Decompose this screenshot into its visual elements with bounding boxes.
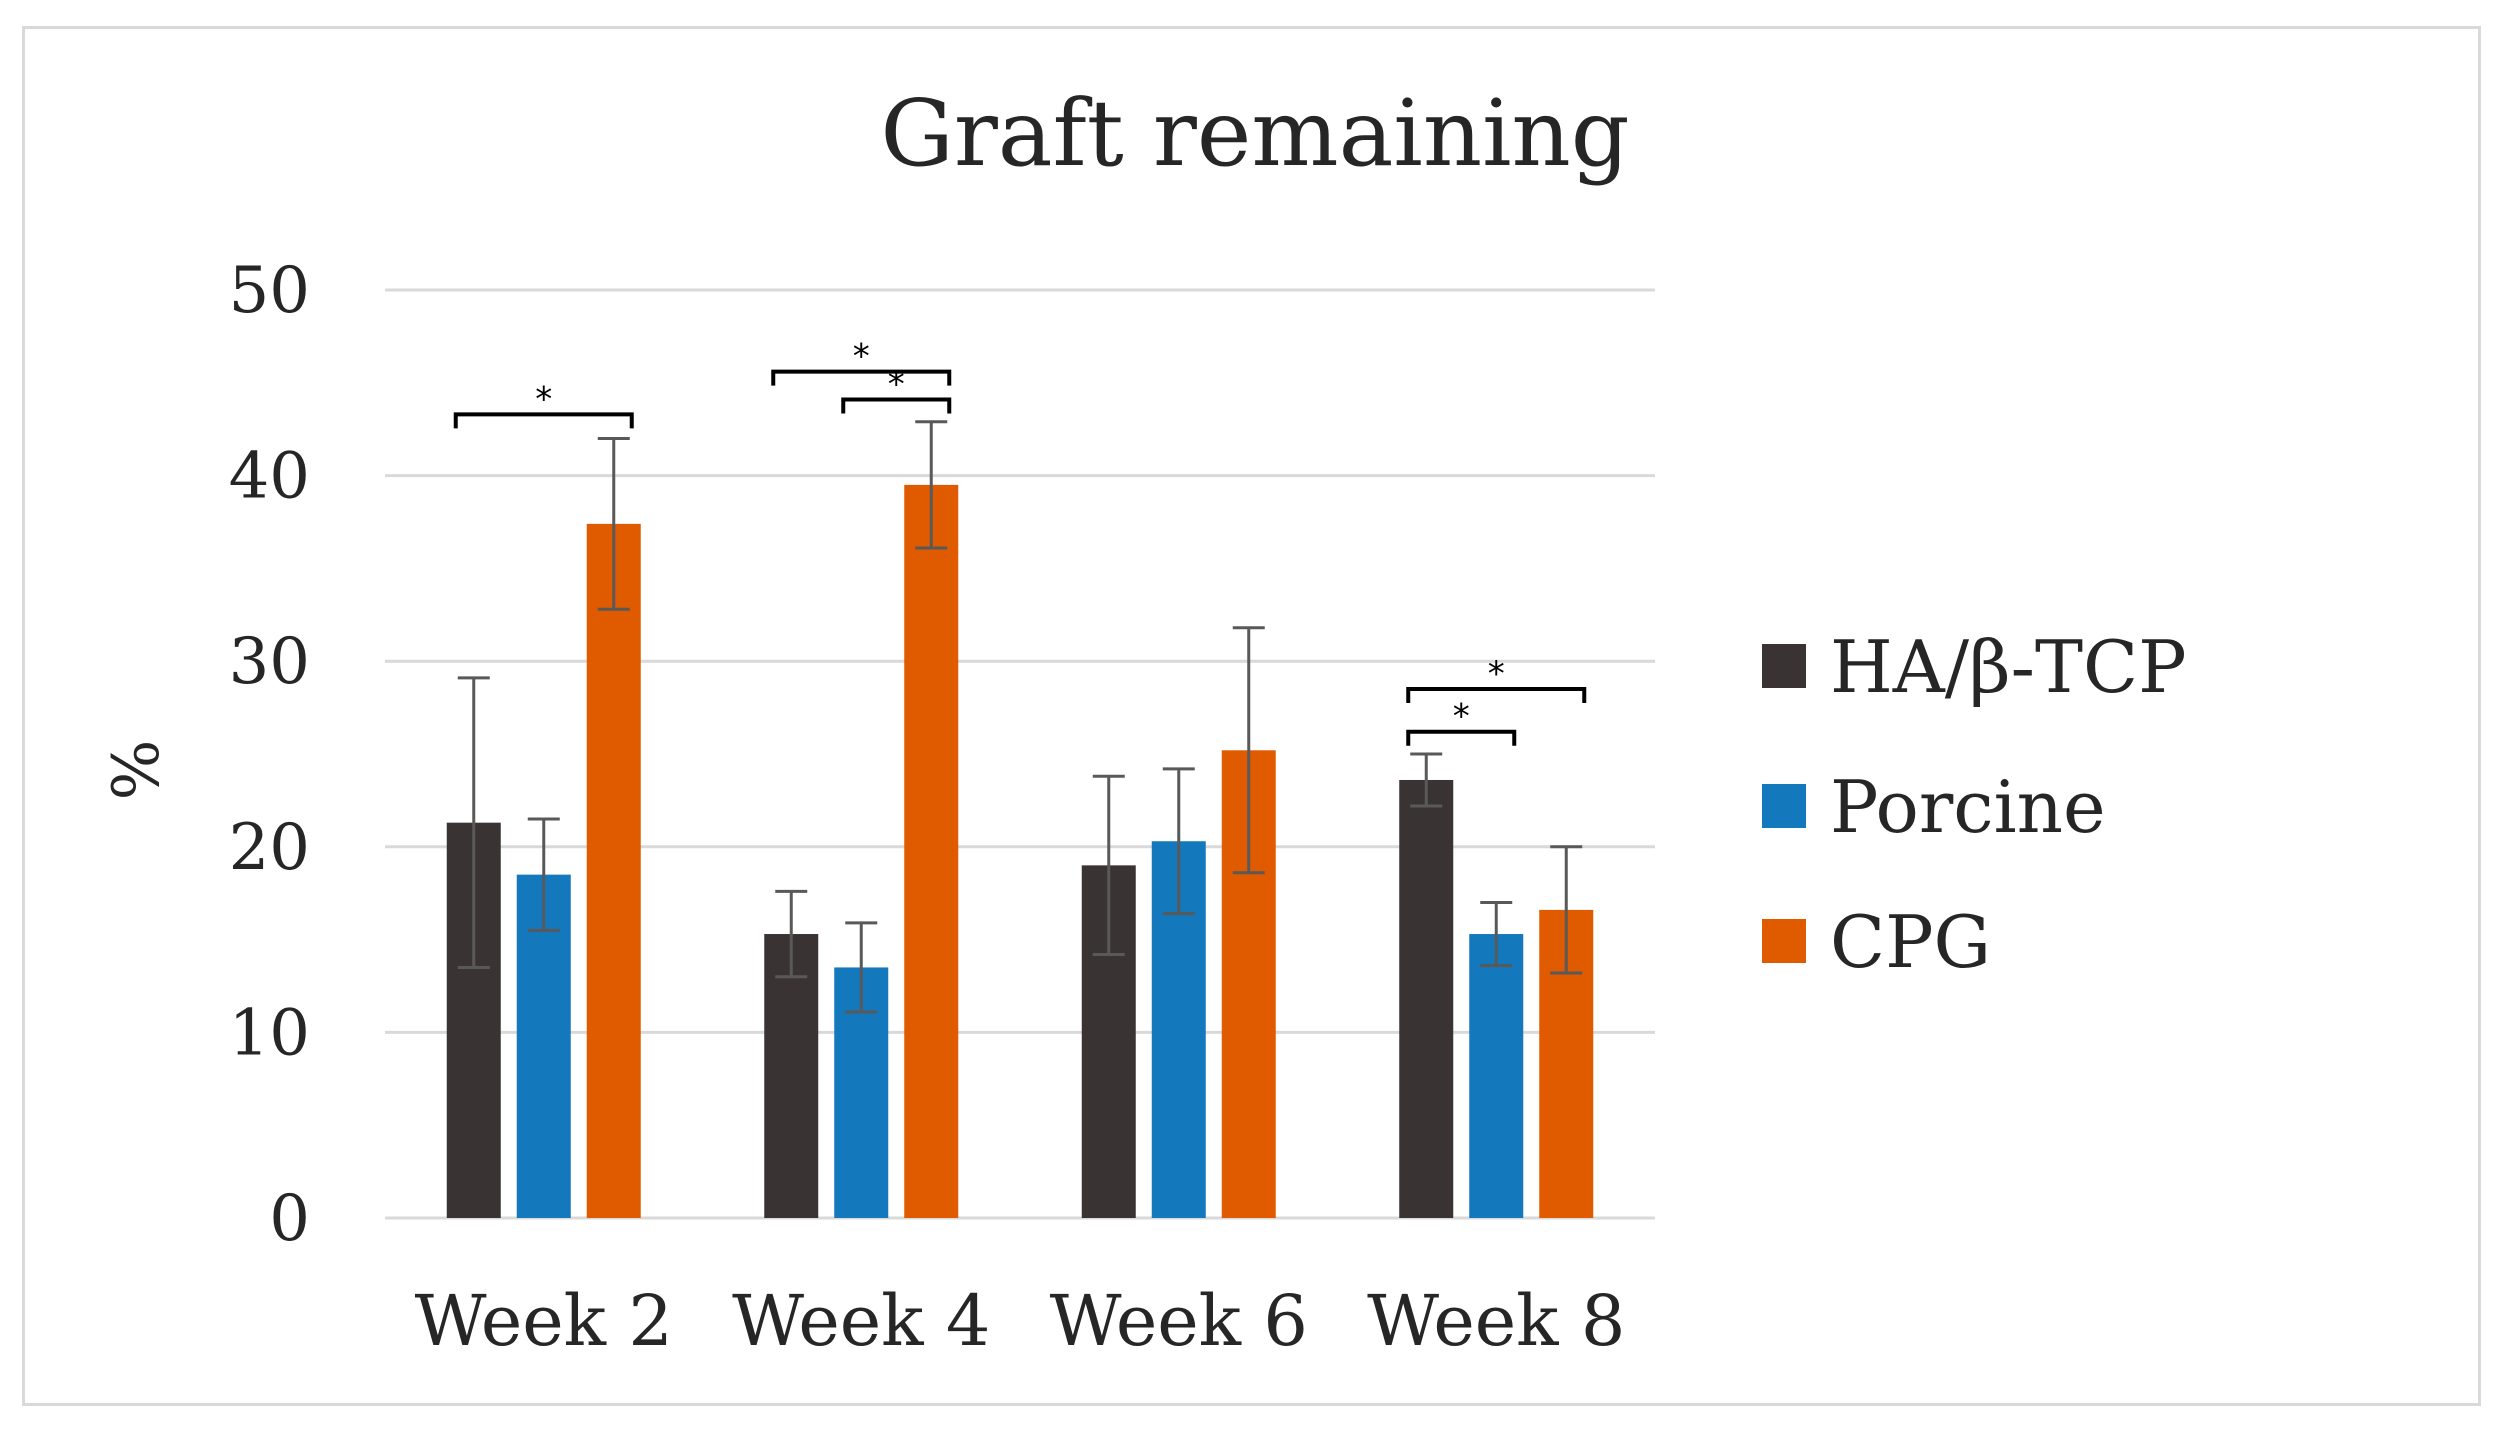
x-tick-label: Week 8 — [1367, 1280, 1625, 1362]
bar — [586, 523, 641, 1218]
legend-swatch — [1762, 784, 1806, 828]
significance-star: * — [1488, 654, 1505, 694]
y-tick-label: 50 — [229, 254, 310, 328]
significance-markers: * * * * * — [453, 337, 1587, 746]
significance-bracket — [1406, 729, 1517, 746]
x-tick-labels: Week 2 Week 4 Week 6 Week 8 — [415, 1280, 1626, 1362]
legend-label: HA/β-TCP — [1830, 625, 2187, 709]
chart-title: Graft remaining — [880, 80, 1629, 187]
legend-swatch — [1762, 919, 1806, 963]
bar — [1399, 779, 1454, 1218]
y-tick-label: 10 — [229, 996, 310, 1070]
x-tick-label: Week 2 — [415, 1280, 673, 1362]
significance-bracket — [771, 369, 952, 386]
significance-star: * — [1453, 697, 1470, 737]
significance-bracket — [453, 412, 634, 429]
y-axis-label: % — [100, 740, 174, 801]
gridlines — [385, 288, 1655, 1220]
significance-bracket — [841, 397, 952, 414]
legend-label: Porcine — [1830, 765, 2106, 849]
significance-star: * — [888, 365, 905, 405]
error-bars — [457, 420, 1583, 1014]
significance-star: * — [853, 337, 870, 377]
legend: HA/β-TCP Porcine CPG — [1762, 625, 2187, 984]
bar — [516, 874, 571, 1218]
legend-swatch — [1762, 644, 1806, 688]
y-tick-label: 30 — [229, 625, 310, 699]
legend-label: CPG — [1830, 900, 1991, 984]
significance-star: * — [535, 379, 552, 419]
bar — [764, 934, 819, 1218]
bar — [1469, 934, 1524, 1218]
y-tick-label: 0 — [269, 1182, 310, 1256]
bar — [904, 484, 959, 1218]
bars — [446, 484, 1594, 1218]
y-tick-label: 20 — [229, 811, 310, 885]
y-tick-label: 40 — [229, 440, 310, 514]
x-tick-label: Week 6 — [1050, 1280, 1308, 1362]
significance-bracket — [1406, 687, 1587, 704]
y-tick-labels: 0 10 20 30 40 50 — [229, 254, 310, 1256]
x-tick-label: Week 4 — [732, 1280, 990, 1362]
